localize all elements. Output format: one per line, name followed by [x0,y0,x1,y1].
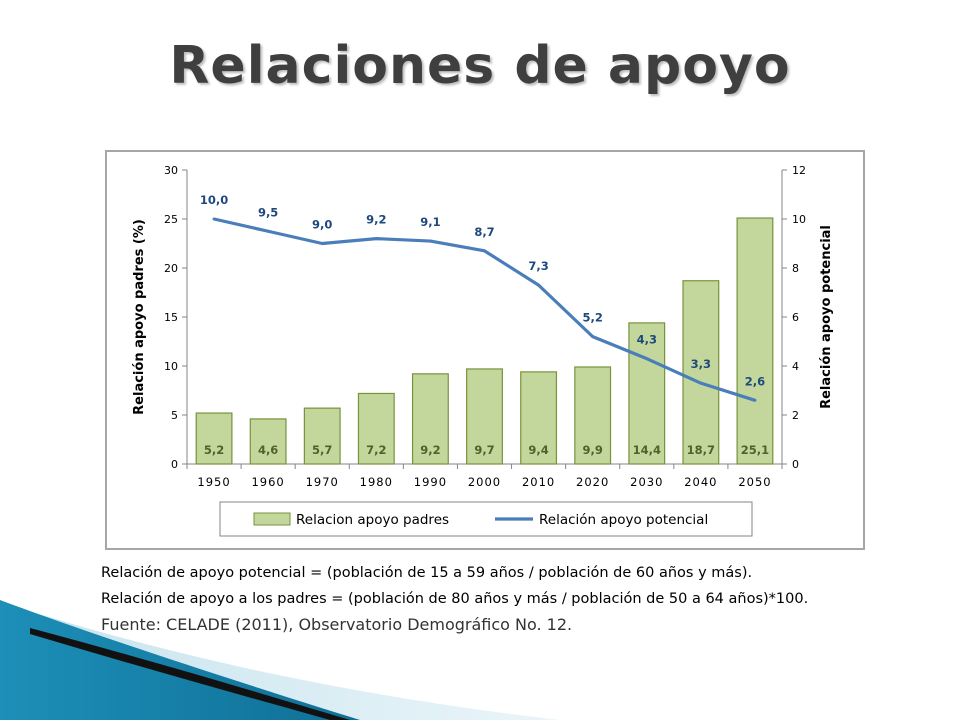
line-data-label: 10,0 [200,193,228,207]
footnotes: Relación de apoyo potencial = (población… [101,560,901,638]
line-data-label: 8,7 [474,225,494,239]
y-right-tick-label: 8 [792,262,799,275]
line-point [753,398,757,402]
y-left-tick-label: 20 [164,262,178,275]
y-left-tick-label: 15 [164,311,178,324]
bar-relacion-apoyo-padres [195,412,233,465]
line-data-label: 9,5 [258,205,278,219]
y-axis-left-title: Relación apoyo padres (%) [132,219,147,415]
legend-swatch-bar [253,512,291,526]
bar-relacion-apoyo-padres [736,217,774,465]
y-right-tick-label: 6 [792,311,799,324]
chart-frame: 0 5 10 15 20 25 30 0 2 4 6 8 10 12 1950 1960 1970 1980 199… [105,150,865,550]
x-tick-label: 1960 [251,475,284,489]
x-tick-label: 1990 [414,475,447,489]
x-tick-label: 1980 [360,475,393,489]
x-tick-label: 2000 [468,475,501,489]
y-left-tick-label: 5 [171,409,178,422]
bar-relacion-apoyo-padres [628,322,666,465]
line-point [537,283,541,287]
bar-data-label: 5,2 [204,443,224,457]
bar-data-label: 7,2 [366,443,386,457]
x-tick-label: 2030 [630,475,663,489]
line-data-label: 2,6 [745,374,765,388]
y-right-tick-label: 12 [792,164,806,177]
bar-relacion-apoyo-padres [303,407,341,465]
bar-data-label: 5,7 [312,443,332,457]
bar-data-label: 9,9 [582,443,602,457]
legend-box [219,501,753,537]
bar-relacion-apoyo-padres [466,368,503,465]
line-point [374,237,378,241]
y-left-tick-label: 30 [164,164,178,177]
bar-data-label: 4,6 [258,443,278,457]
legend-label-line: Relación apoyo potencial [539,512,708,528]
line-data-label: 3,3 [691,357,711,371]
y-left-tick-label: 0 [171,458,178,471]
bar-data-label: 14,4 [633,443,661,457]
bar-relacion-apoyo-padres [249,418,287,465]
note-parents-definition: Relación de apoyo a los padres = (poblac… [101,591,809,607]
bar-data-label: 9,4 [528,443,548,457]
line-data-label: 9,1 [420,215,440,229]
line-point [266,229,270,233]
combo-chart: 0 5 10 15 20 25 30 0 2 4 6 8 10 12 1950 1960 1970 1980 199… [132,164,834,537]
line-point [320,242,324,245]
y-right-tick-label: 0 [792,458,799,471]
bar-relacion-apoyo-padres [520,371,558,465]
x-tick-label: 2020 [576,475,609,489]
line-point [591,335,595,339]
legend-label-bar: Relacion apoyo padres [296,512,449,528]
line-point [699,381,703,385]
line-point [483,249,486,253]
y-axis-right-title: Relación apoyo potencial [819,225,834,409]
slide-title: Relaciones de apoyo [169,36,791,96]
bar-data-label: 18,7 [687,443,715,457]
y-left-tick-label: 25 [164,213,178,226]
x-tick-label: 1970 [306,475,339,489]
line-point [645,357,649,361]
bar-data-label: 9,2 [420,443,440,457]
line-data-label: 7,3 [528,259,548,273]
bar-data-label: 9,7 [474,443,494,457]
y-right-tick-label: 10 [792,213,806,226]
bar-relacion-apoyo-padres [574,366,612,465]
x-tick-label: 2050 [738,475,771,489]
y-right-tick-label: 4 [792,360,799,373]
line-data-label: 9,0 [312,218,332,232]
bar-relacion-apoyo-padres [682,280,720,465]
line-point [428,239,432,243]
x-tick-label: 2010 [522,475,555,489]
line-data-label: 9,2 [366,213,386,227]
line-data-label: 4,3 [637,333,657,347]
y-right-tick-label: 2 [792,409,799,422]
line-point [212,217,216,221]
x-tick-label: 2040 [684,475,717,489]
note-potential-definition: Relación de apoyo potencial = (población… [101,565,753,581]
line-data-label: 5,2 [582,311,602,325]
source-citation: Fuente: CELADE (2011), Observatorio Demo… [101,615,573,634]
bar-relacion-apoyo-padres [357,392,395,465]
bar-data-label: 25,1 [741,443,769,457]
y-left-tick-label: 10 [164,360,178,373]
x-tick-label: 1950 [197,475,230,489]
bar-relacion-apoyo-padres [411,373,449,465]
